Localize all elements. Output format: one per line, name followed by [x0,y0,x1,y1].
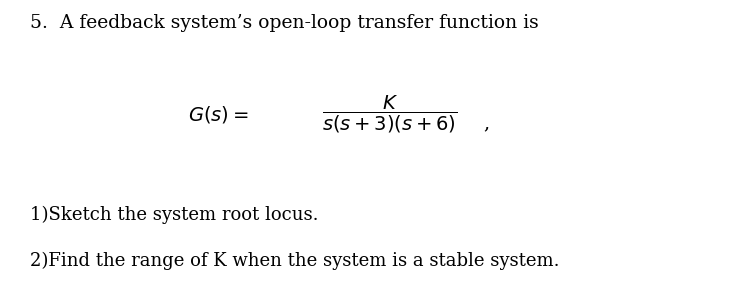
Text: 1)Sketch the system root locus.: 1)Sketch the system root locus. [30,206,319,224]
Text: 2)Find the range of K when the system is a stable system.: 2)Find the range of K when the system is… [30,252,560,270]
Text: ,: , [484,114,490,132]
Text: $\dfrac{K}{s(s+3)(s+6)}$: $\dfrac{K}{s(s+3)(s+6)}$ [322,94,458,135]
Text: 5.  A feedback system’s open-loop transfer function is: 5. A feedback system’s open-loop transfe… [30,14,538,32]
Text: $G(s) =$: $G(s) =$ [188,104,248,125]
